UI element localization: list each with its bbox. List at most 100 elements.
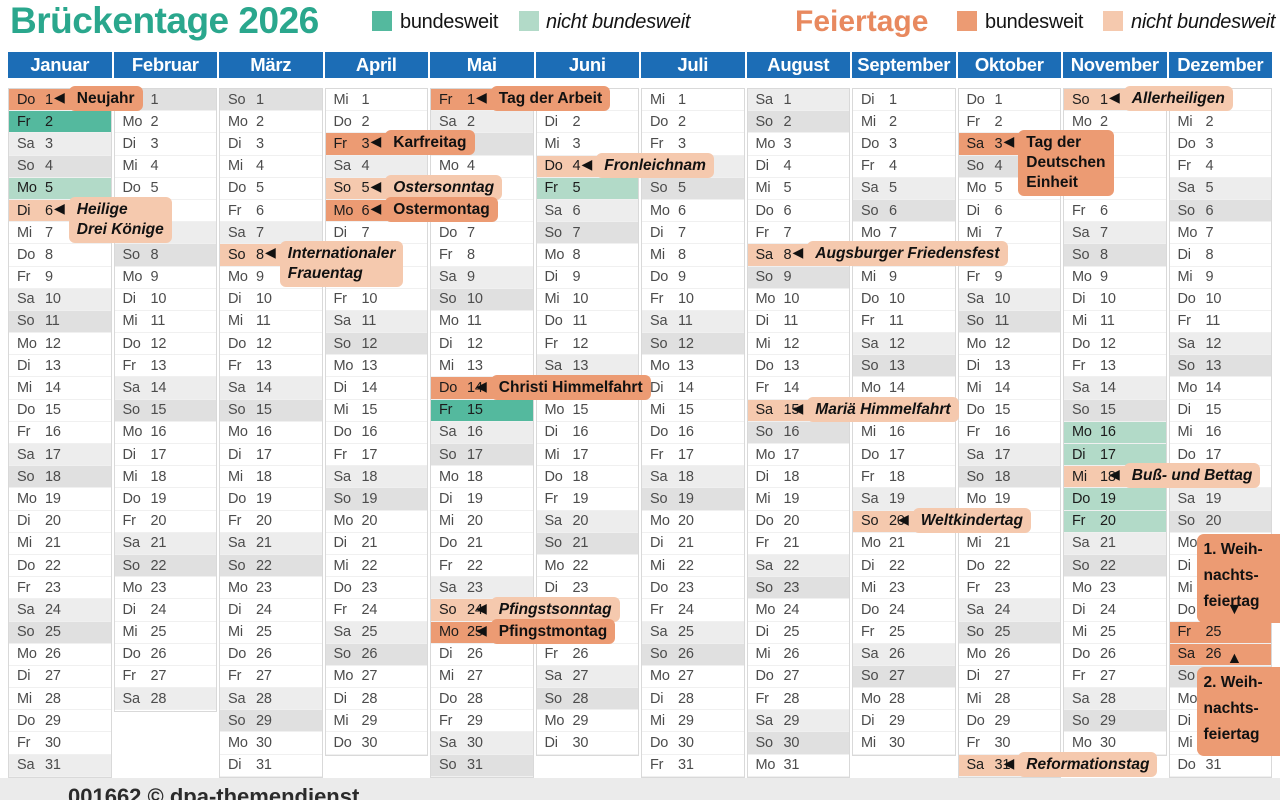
weekday-label: Mo — [544, 712, 565, 729]
weekday-label: Do — [966, 557, 985, 574]
day-number: 3 — [889, 135, 897, 152]
day-row: Fr 20 — [220, 511, 322, 533]
weekday-label: Di — [755, 313, 769, 330]
day-number: 27 — [361, 668, 378, 685]
day-number: 8 — [572, 246, 581, 263]
day-number: 6 — [1100, 202, 1108, 219]
day-row: So 13 — [1169, 355, 1271, 378]
day-number: 18 — [467, 468, 483, 485]
weekday-label: Do — [333, 113, 352, 130]
weekday-label: Do — [755, 357, 774, 374]
day-number: 23 — [467, 579, 483, 596]
weekday-label: So — [228, 402, 246, 419]
weekday-label: Do — [966, 712, 985, 729]
day-number: 24 — [361, 601, 378, 618]
weekday-label: Do — [122, 490, 141, 507]
weekday-label: Fr — [755, 535, 769, 552]
day-row: Mo 14 — [1169, 377, 1271, 400]
left-arrow-icon: ◀ — [792, 399, 804, 416]
day-row: Sa 22 — [747, 554, 849, 578]
weekday-label: Di — [861, 557, 875, 574]
weekday-label: Mo — [966, 490, 987, 507]
weekday-label: Mi — [650, 91, 665, 108]
weekday-label: So — [544, 690, 563, 707]
left-arrow-icon: ◀ — [898, 510, 909, 527]
weekday-label: Mi — [966, 690, 982, 707]
day-row: Fr 4 — [1169, 156, 1271, 178]
weekday-label: So — [966, 313, 985, 330]
weekday-label: Di — [228, 446, 242, 463]
bridge-regional-swatch — [519, 11, 539, 31]
day-row: So 22 — [114, 554, 216, 578]
day-row: Sa 26 — [1169, 643, 1271, 666]
weekday-label: Do — [544, 313, 563, 330]
day-number: 4 — [1205, 158, 1214, 175]
day-row: Di 1 — [853, 89, 955, 112]
weekday-label: Di — [1177, 557, 1191, 574]
day-row: Mi 22 — [325, 555, 427, 578]
day-row: Mi 20 — [431, 511, 533, 533]
day-number: 26 — [150, 646, 167, 663]
weekday-label: Do — [228, 490, 247, 507]
holiday-label-text: Weltkindertag — [912, 507, 1031, 533]
day-row: Do 26 — [1064, 644, 1166, 666]
day-row: Do 2 — [325, 111, 427, 134]
day-number: 23 — [783, 579, 800, 596]
weekday-label: Mi — [755, 335, 771, 352]
day-number: 21 — [256, 535, 272, 552]
weekday-label: Mo — [966, 180, 987, 197]
left-arrow-icon: ◀ — [1003, 755, 1015, 771]
weekday-label: Di — [333, 690, 347, 707]
day-number: 25 — [361, 624, 378, 641]
weekday-label: So — [755, 424, 774, 441]
day-number: 2 — [1205, 113, 1214, 130]
weekday-label: So — [1072, 712, 1090, 729]
weekday-label: Fr — [1177, 313, 1191, 330]
day-row: Sa 27 — [536, 665, 638, 689]
day-number: 9 — [889, 269, 897, 286]
day-number: 5 — [256, 180, 264, 197]
day-row: Mi 18 — [220, 466, 322, 489]
day-row: Sa 14 — [1064, 377, 1166, 400]
day-number: 23 — [361, 579, 378, 596]
weekday-label: Fr — [439, 91, 453, 108]
day-row: Sa 23 — [431, 577, 533, 600]
day-row: So 25 — [9, 621, 111, 644]
weekday-label: Mo — [861, 690, 881, 707]
day-row: Di 3 — [114, 133, 216, 156]
day-number: 17 — [889, 446, 905, 463]
weekday-label: Di — [439, 646, 453, 663]
day-row: Mi 1 — [642, 89, 744, 112]
day-number: 27 — [783, 668, 800, 685]
day-row: So 6 — [853, 199, 955, 223]
weekday-label: Fr — [650, 757, 664, 774]
day-row: Mi 26 — [747, 644, 849, 666]
day-number: 13 — [889, 357, 905, 374]
weekday-label: Di — [1177, 402, 1191, 419]
day-number: 2 — [572, 113, 581, 130]
day-number: 17 — [45, 446, 61, 463]
day-number: 23 — [994, 579, 1011, 596]
weekday-label: Sa — [755, 712, 774, 729]
day-row: Sa 21 — [1064, 532, 1166, 555]
weekday-label: Sa — [1177, 490, 1196, 507]
weekday-label: Fr — [228, 357, 242, 374]
holiday-label-text: Pfingstsonntag — [490, 596, 620, 622]
weekday-label: Mo — [1177, 535, 1198, 552]
day-number: 8 — [783, 246, 792, 263]
weekday-label: So — [1072, 402, 1090, 419]
weekday-label: Sa — [122, 690, 141, 707]
day-row: Do 8 — [9, 244, 111, 267]
day-row: Sa 29 — [747, 710, 849, 733]
weekday-label: Do — [755, 668, 774, 685]
weekday-label: Mo — [544, 246, 565, 263]
weekday-label: Mi — [439, 357, 454, 374]
weekday-label: Mo — [228, 579, 248, 596]
weekday-label: Fr — [122, 513, 136, 530]
day-row: Mo 9 — [1064, 267, 1166, 289]
day-row: Mi 11 — [220, 311, 322, 334]
weekday-label: Mi — [1177, 735, 1193, 752]
day-row: Mo 29 — [536, 710, 638, 733]
weekday-label: Do — [861, 135, 880, 152]
